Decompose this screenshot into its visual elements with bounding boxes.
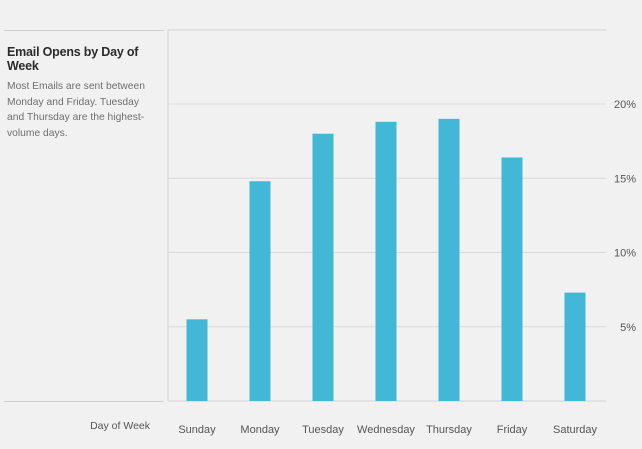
x-tick-label: Wednesday [357,424,415,436]
bar-tuesday [312,133,334,401]
bar-wednesday [375,121,397,401]
bar-saturday [564,292,586,401]
y-tick-label: 15% [614,173,636,185]
sidebar-top-divider [4,30,164,31]
chart-title: Email Opens by Day of Week [7,45,139,73]
y-tick-labels: 5% 10% 15% 20% [614,99,636,334]
x-tick-label: Sunday [178,424,216,436]
x-tick-label: Saturday [553,424,598,436]
bar-monday [249,181,271,401]
x-tick-label: Thursday [426,424,472,436]
chart-description: Most Emails are sent between Monday and … [7,81,145,139]
x-tick-label: Friday [497,424,528,436]
bars [186,118,586,401]
y-tick-label: 10% [614,248,636,260]
x-tick-label: Tuesday [302,424,344,436]
bar-friday [501,157,523,401]
bar-sunday [186,319,208,401]
bar-thursday [438,118,460,401]
sidebar-bottom-divider [4,401,164,402]
y-tick-label: 5% [620,322,636,334]
x-axis-title: Day of Week [90,420,150,432]
x-tick-labels: Sunday Monday Tuesday Wednesday Thursday Frid… [178,424,597,436]
y-tick-label: 20% [614,99,636,111]
x-tick-label: Monday [240,424,280,436]
